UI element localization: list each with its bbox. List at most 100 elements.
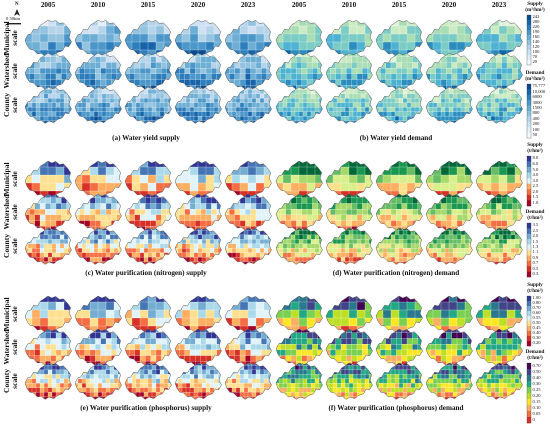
legend-tick-label: 0.10 xyxy=(532,404,541,410)
legend-tick-label: 140 xyxy=(532,39,540,45)
scale-bar-label: 0 50km xyxy=(6,16,20,21)
year-label: 2010 xyxy=(341,1,357,9)
map-panel xyxy=(475,86,523,124)
legend-tick-label: 0.05 xyxy=(532,410,541,416)
map-panel xyxy=(275,328,323,366)
panel-caption: (a) Water yield supply xyxy=(112,134,180,142)
map-panel xyxy=(325,362,373,400)
legend-tick-label: 3.0 xyxy=(532,177,539,183)
legend-swatch xyxy=(527,336,531,342)
legend-tick-label: 2.5 xyxy=(532,183,539,189)
legend-swatch xyxy=(527,375,531,382)
legend-swatch xyxy=(527,417,531,424)
map-panel xyxy=(74,227,122,265)
legend-swatch xyxy=(527,326,531,332)
legend-bar xyxy=(526,83,532,139)
map-panel xyxy=(375,295,423,333)
map-panel xyxy=(224,160,272,198)
legend-tick-label: 220 xyxy=(532,24,540,30)
legend-tick-label: 1.00 xyxy=(532,295,541,301)
map-panel xyxy=(375,328,423,366)
legend-tick-label: 400 xyxy=(532,115,540,121)
legend-swatch xyxy=(527,116,531,122)
row-label: County scale xyxy=(2,352,19,410)
year-label: 2020 xyxy=(441,1,457,9)
legend-tick-label: 0 xyxy=(532,416,535,422)
legend-bar xyxy=(526,222,532,278)
map-panel xyxy=(475,19,523,57)
legend-tick-label: 0.70 xyxy=(532,305,541,311)
legend-swatch xyxy=(527,84,531,90)
map-panel xyxy=(375,362,423,400)
legend-title: Supply (t/hm²) xyxy=(518,282,550,294)
map-panel xyxy=(24,295,72,333)
map-panel xyxy=(275,52,323,90)
legend-swatch xyxy=(527,60,531,66)
map-panel xyxy=(425,193,473,231)
legend-swatch xyxy=(527,127,531,133)
legend-tick-label: 1500 xyxy=(532,105,542,110)
legend-swatch xyxy=(527,183,531,190)
panel-caption: (e) Water purification (phosphorus) supp… xyxy=(80,404,212,412)
legend-title: Demand (t/hm²) xyxy=(518,349,550,361)
legend-tick-label: 2.0 xyxy=(532,188,539,194)
map-panel xyxy=(74,160,122,198)
legend-swatch xyxy=(527,111,531,117)
map-panel xyxy=(224,328,272,366)
map-panel xyxy=(24,52,72,90)
legend-title-line: (t/hm²) xyxy=(527,287,543,294)
legend-tick-label: 0.20 xyxy=(532,340,541,346)
legend-title-line: (m³/hm²) xyxy=(525,75,545,82)
legend-tick-label: 120 xyxy=(532,44,540,50)
map-panel xyxy=(74,193,122,231)
map-panel xyxy=(124,362,172,400)
legend-swatch xyxy=(527,167,531,173)
map-panel xyxy=(24,362,72,400)
map-panel xyxy=(375,160,423,198)
year-label: 2020 xyxy=(190,1,206,9)
legend-swatch xyxy=(527,244,531,251)
map-panel xyxy=(275,362,323,400)
legend-swatch xyxy=(527,271,531,278)
legend-title-line: Supply xyxy=(527,142,543,148)
legend-tick-label: 0.70 xyxy=(532,362,541,368)
legend-tick-label: 20 xyxy=(532,59,538,65)
legend-tick-label: 2.5 xyxy=(532,227,539,233)
legend-swatch xyxy=(527,228,531,234)
legend-swatch xyxy=(527,156,531,162)
map-panel xyxy=(475,52,523,90)
map-panel xyxy=(425,19,473,57)
legend-tick-label: 6.0 xyxy=(532,161,539,167)
map-panel xyxy=(275,160,323,198)
panel-caption: (d) Water purification (nitrogen) demand xyxy=(332,269,460,277)
map-panel xyxy=(375,19,423,57)
legend-tick-label: 3.5 xyxy=(532,222,539,228)
legend-tick-label: 280 xyxy=(532,19,540,25)
map-panel xyxy=(224,295,272,333)
legend-tick-label: 70 xyxy=(532,54,538,60)
legend-tick-label: 0.40 xyxy=(532,330,541,336)
legend-swatch xyxy=(527,306,531,312)
map-panel xyxy=(275,86,323,124)
legend-tick-label: 0.80 xyxy=(532,300,541,306)
map-panel xyxy=(74,86,122,124)
legend-swatch xyxy=(527,45,531,51)
map-panel xyxy=(24,227,72,265)
legend-tick-label: 1.1 xyxy=(532,249,539,255)
map-panel xyxy=(475,328,523,366)
legend-swatch xyxy=(527,239,531,245)
legend-swatch xyxy=(527,100,531,106)
legend-swatch xyxy=(527,189,531,196)
legend-tick-label: 2.0 xyxy=(532,233,539,239)
year-label: 2005 xyxy=(40,1,56,9)
map-panel xyxy=(124,86,172,124)
legend-swatch xyxy=(527,233,531,240)
legend-swatch xyxy=(527,411,531,418)
legend-title: Demand (t/hm²) xyxy=(518,209,550,221)
year-label: 2023 xyxy=(240,1,256,9)
legend-swatch xyxy=(527,250,531,256)
legend-tick-label: 75,777 xyxy=(532,83,546,89)
map-panel xyxy=(325,52,373,90)
map-panel xyxy=(425,52,473,90)
